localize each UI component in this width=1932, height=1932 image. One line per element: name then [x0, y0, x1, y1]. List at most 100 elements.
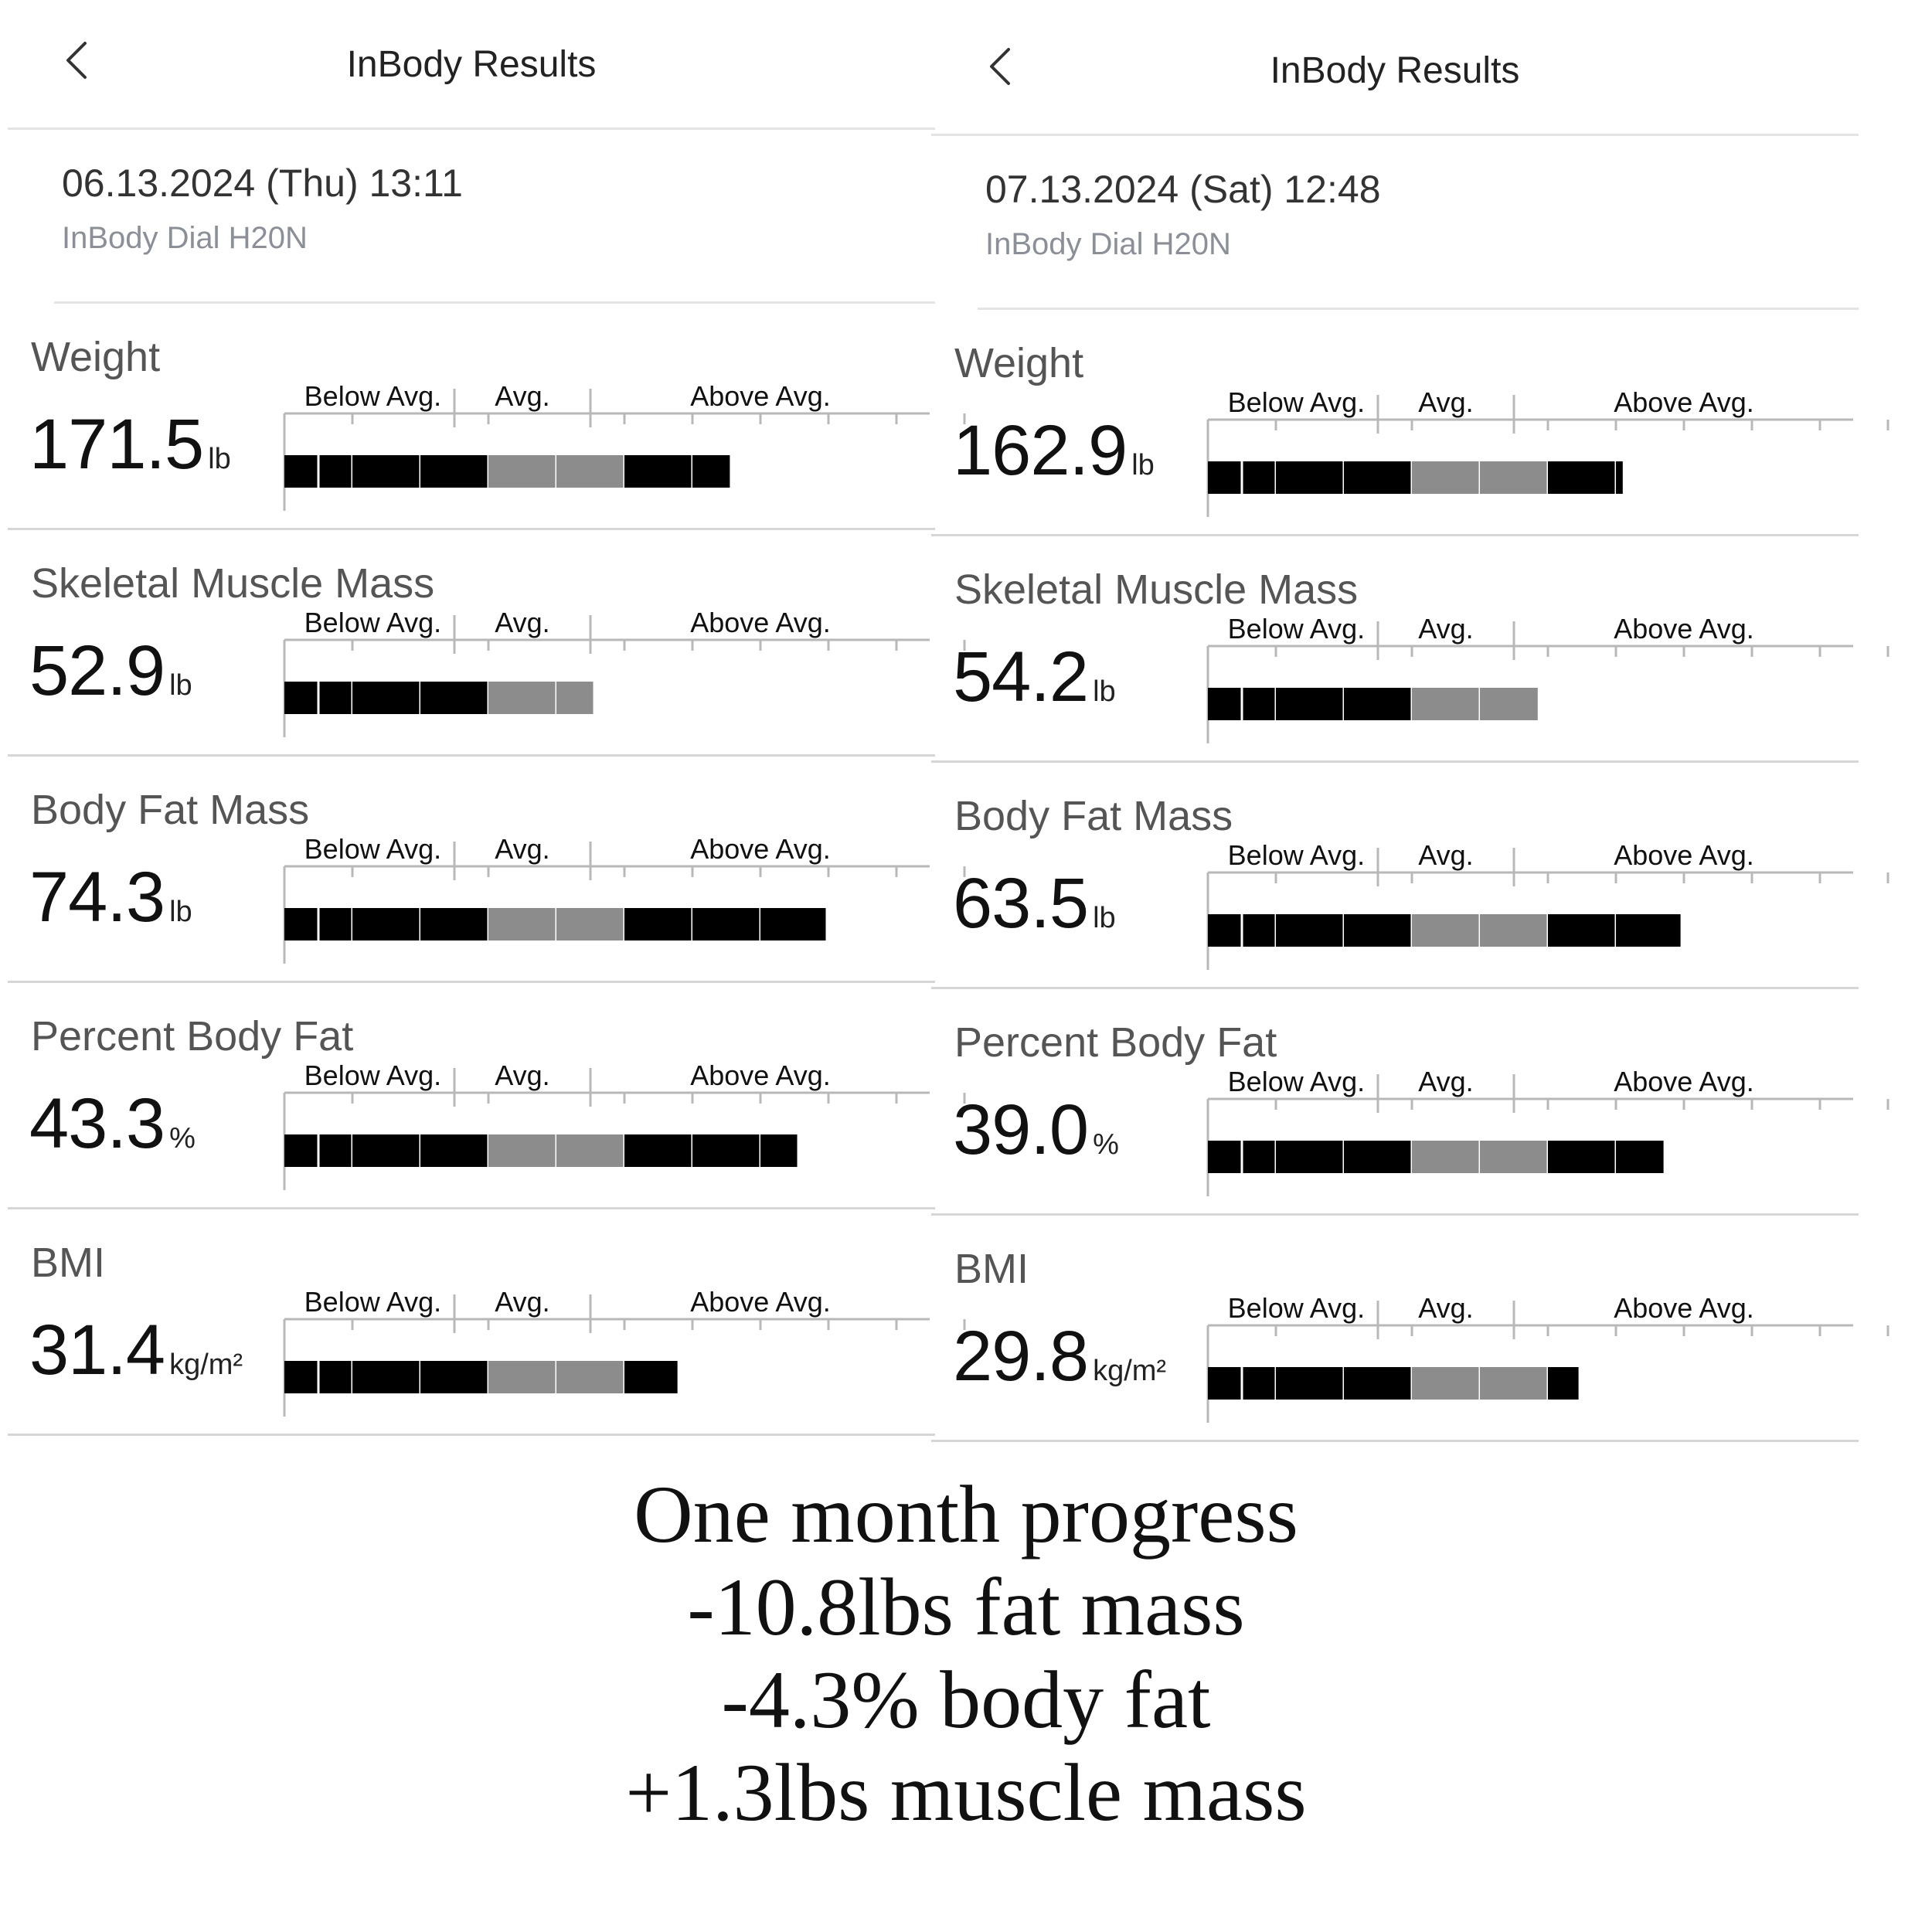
metric-skeletal-muscle-mass: Skeletal Muscle Mass 52.9 lb Below Avg. Av…	[8, 530, 966, 757]
bar-segment	[1344, 1367, 1412, 1400]
range-bar-svg: Below Avg. Avg. Above Avg.	[1206, 839, 1889, 970]
range-label: Avg.	[495, 380, 549, 412]
metric-body-fat-mass: Body Fat Mass 63.5 lb Below Avg. Avg. Above…	[931, 763, 1889, 989]
metric-percent-body-fat: Percent Body Fat 43.3% Below Avg. Avg. Abo…	[8, 983, 966, 1209]
metric-value: 43.3%	[29, 1084, 196, 1163]
bar-segment	[556, 1361, 624, 1393]
bar-segment	[352, 1134, 420, 1167]
range-label: Avg.	[495, 833, 549, 865]
range-label: Above Avg.	[1614, 1066, 1753, 1097]
header: InBody Results	[931, 6, 1859, 136]
bar-segment	[488, 1134, 556, 1167]
range-bar-svg: Below Avg. Avg. Above Avg.	[1206, 386, 1889, 517]
bar-segment	[624, 1361, 678, 1393]
metric-label: Skeletal Muscle Mass	[31, 560, 435, 607]
bar-segment	[420, 908, 488, 940]
page-title: InBody Results	[1270, 50, 1520, 91]
results-panel-july: InBody Results 07.13.2024 (Sat) 12:48 In…	[931, 6, 1889, 1459]
range-bar-svg: Below Avg. Avg. Above Avg.	[1206, 1066, 1889, 1196]
range-bar-svg: Below Avg. Avg. Above Avg.	[283, 1060, 966, 1190]
range-bar-chart: Below Avg. Avg. Above Avg.	[277, 607, 966, 739]
bar-segment	[488, 1361, 556, 1393]
bar-segment	[1480, 1141, 1548, 1173]
bar-segment	[1480, 914, 1548, 947]
bar-segment	[1548, 914, 1616, 947]
range-bar-svg: Below Avg. Avg. Above Avg.	[1206, 1292, 1889, 1423]
metric-value: 29.8 kg/m²	[953, 1317, 1167, 1396]
bar-segment	[556, 455, 624, 488]
progress-caption: One month progress -10.8lbs fat mass -4.…	[0, 1468, 1932, 1839]
device-name: InBody Dial H20N	[985, 227, 1231, 261]
range-label: Avg.	[1418, 839, 1473, 871]
bar-segment	[488, 682, 556, 714]
bar-start	[1208, 1367, 1234, 1400]
range-bar-svg: Below Avg. Avg. Above Avg.	[1206, 613, 1889, 743]
bar-segment	[1344, 1141, 1412, 1173]
range-label: Avg.	[1418, 1066, 1473, 1097]
bar-segment	[352, 682, 420, 714]
metric-label: BMI	[954, 1246, 1029, 1292]
range-bar-chart: Below Avg. Avg. Above Avg.	[277, 1286, 966, 1418]
bar-segment	[624, 908, 692, 940]
range-bar-chart: Below Avg. Avg. Above Avg.	[277, 1060, 966, 1192]
metric-label: Body Fat Mass	[31, 787, 310, 833]
range-label: Below Avg.	[1228, 386, 1365, 418]
bar-segment	[1548, 1141, 1616, 1173]
range-label: Avg.	[1418, 1292, 1473, 1324]
back-button[interactable]	[985, 43, 1032, 97]
metric-value: 54.2 lb	[953, 638, 1116, 716]
caption-line: One month progress	[634, 1469, 1298, 1560]
range-label: Above Avg.	[690, 380, 830, 412]
range-label: Avg.	[495, 607, 549, 638]
page-title: InBody Results	[346, 44, 597, 85]
metric-bmi: BMI 31.4 kg/m² Below Avg. Avg. Above Avg.	[8, 1209, 966, 1436]
measurement-info: 07.13.2024 (Sat) 12:48 InBody Dial H20N	[978, 136, 1859, 310]
caption-line: +1.3lbs muscle mass	[625, 1747, 1307, 1838]
bar-start	[284, 682, 311, 714]
bar-segment	[556, 682, 594, 714]
range-label: Avg.	[495, 1286, 549, 1318]
range-label: Above Avg.	[690, 1286, 830, 1318]
bar-segment	[488, 455, 556, 488]
bar-segment	[352, 1361, 420, 1393]
metric-weight: Weight 162.9 lb Below Avg. Avg. Above Avg.	[931, 310, 1889, 536]
bar-start	[1208, 1141, 1234, 1173]
metric-label: BMI	[31, 1240, 106, 1286]
metric-label: Skeletal Muscle Mass	[954, 566, 1359, 613]
range-bar-svg: Below Avg. Avg. Above Avg.	[283, 607, 966, 737]
range-bar-svg: Below Avg. Avg. Above Avg.	[283, 1286, 966, 1417]
bar-segment	[1616, 1141, 1664, 1173]
back-button[interactable]	[62, 37, 108, 91]
bar-segment	[352, 908, 420, 940]
range-label: Above Avg.	[1614, 613, 1753, 645]
range-bar-chart: Below Avg. Avg. Above Avg.	[277, 380, 966, 512]
bar-segment	[420, 1134, 488, 1167]
bar-segment	[1616, 461, 1623, 494]
device-name: InBody Dial H20N	[62, 221, 308, 255]
range-label: Below Avg.	[304, 833, 441, 865]
caption-line: -10.8lbs fat mass	[687, 1562, 1245, 1652]
range-label: Above Avg.	[1614, 839, 1753, 871]
metric-value: 74.3 lb	[29, 858, 192, 937]
bar-segment	[420, 1361, 488, 1393]
range-bar-chart: Below Avg. Avg. Above Avg.	[1200, 839, 1889, 971]
metric-value: 63.5 lb	[953, 864, 1116, 943]
range-label: Below Avg.	[1228, 1066, 1365, 1097]
range-label: Above Avg.	[690, 1060, 830, 1091]
metric-value: 52.9 lb	[29, 631, 192, 710]
bar-segment	[1412, 461, 1480, 494]
range-bar-chart: Below Avg. Avg. Above Avg.	[1200, 1066, 1889, 1198]
bar-segment	[1480, 461, 1548, 494]
bar-segment	[692, 1134, 760, 1167]
bar-segment	[556, 908, 624, 940]
bar-segment	[1412, 688, 1480, 720]
bar-start	[284, 455, 311, 488]
bar-segment	[1344, 688, 1412, 720]
chevron-left-icon	[66, 42, 87, 79]
bar-start	[1208, 914, 1234, 947]
metric-weight: Weight 171.5 lb Below Avg. Avg. Above Avg.	[8, 304, 966, 530]
bar-segment	[692, 455, 730, 488]
bar-segment	[1412, 914, 1480, 947]
bar-segment	[1412, 1367, 1480, 1400]
metric-value: 39.0%	[953, 1090, 1119, 1169]
